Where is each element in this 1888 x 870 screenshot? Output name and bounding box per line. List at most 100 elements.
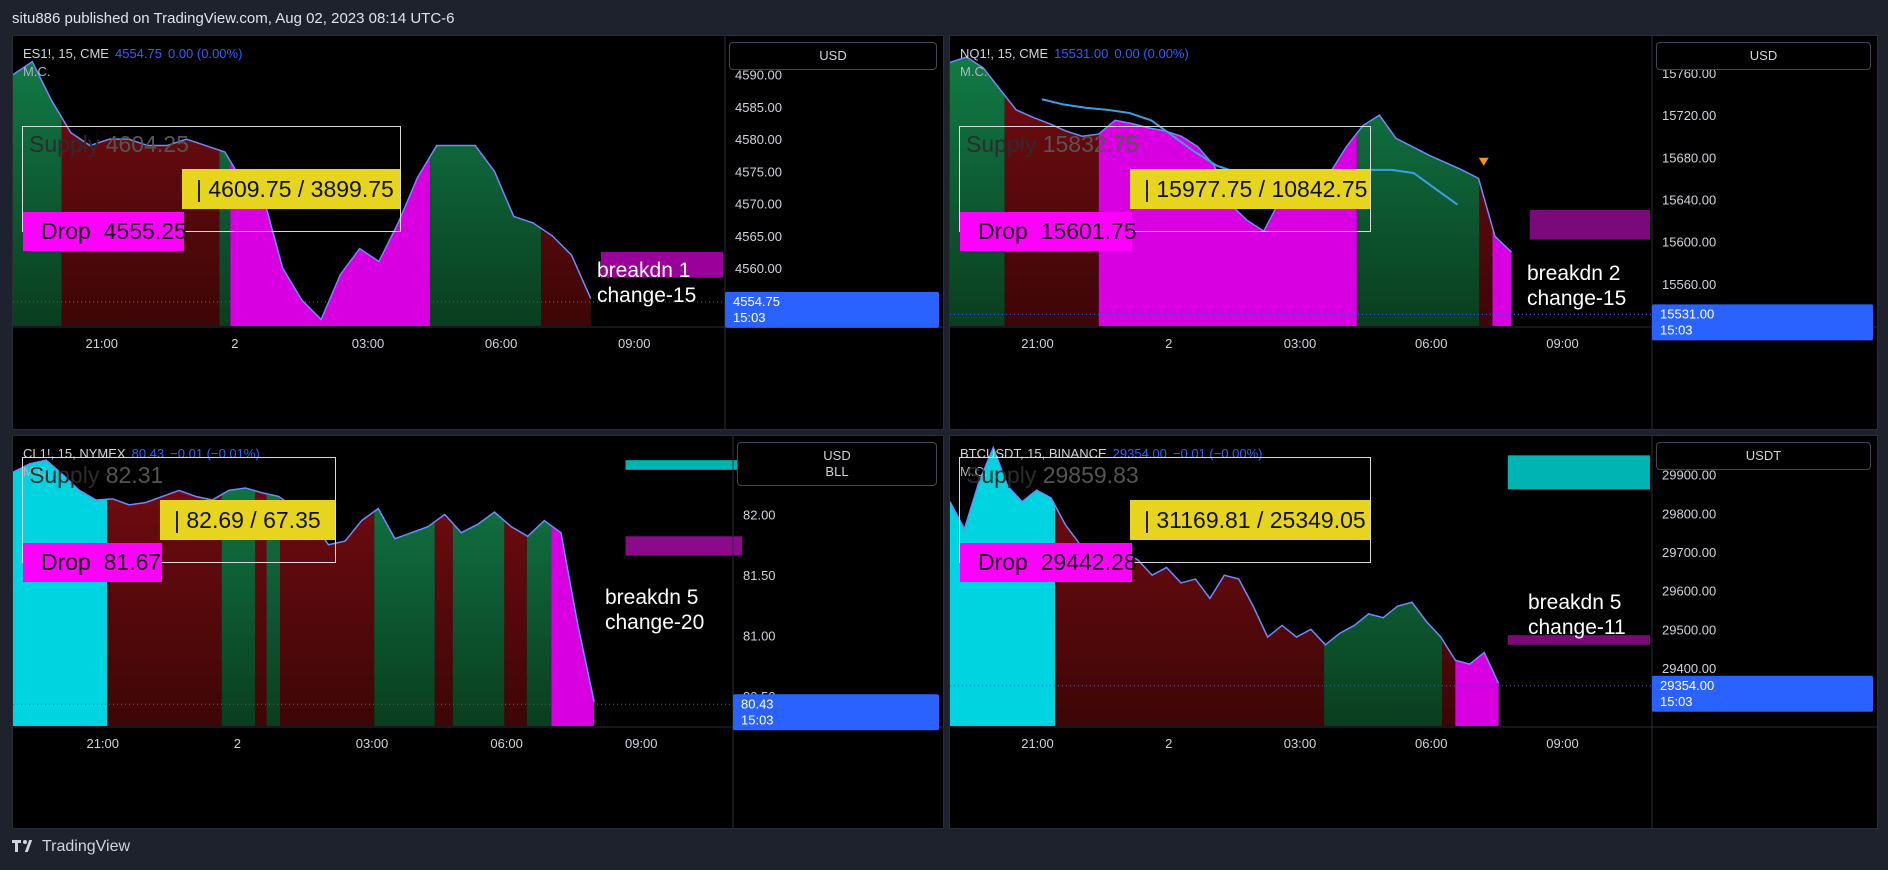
supply-label: Supply 15832.75 (966, 131, 1139, 157)
x-tick-label: 21:00 (1021, 336, 1054, 351)
area-segment-drop (1492, 57, 1512, 326)
publish-header: situ886 published on TradingView.com, Au… (12, 10, 455, 27)
supply-drop-box: Supply 4604.25 | 4609.75 / 3899.75 Drop 45… (22, 126, 401, 251)
y-tick-label: 4580.00 (735, 132, 782, 147)
area-segment-drop (1455, 447, 1499, 726)
area-segment-cyan (13, 460, 108, 726)
zone-rect (625, 536, 743, 556)
y-tick-label: 4560.00 (735, 261, 782, 276)
range-box: | 4609.75 / 3899.75 (182, 169, 400, 209)
x-tick-label: 06:00 (490, 736, 523, 751)
last-price-box (1652, 304, 1873, 341)
chart-panel-cl[interactable]: 82.0081.5081.0080.5021:00203:0006:0009:0… (12, 435, 944, 829)
last-price-box (725, 291, 939, 328)
y-tick-label: 29800.00 (1662, 506, 1716, 521)
y-tick-label: 29400.00 (1662, 661, 1716, 676)
x-tick-label: 06:00 (1415, 736, 1448, 751)
x-tick-label: 21:00 (86, 736, 119, 751)
y-tick-label: 15720.00 (1662, 108, 1716, 123)
x-tick-label: 09:00 (625, 736, 658, 751)
range-box: | 15977.75 / 10842.75 (1130, 169, 1370, 209)
y-tick-label: 81.00 (743, 628, 776, 643)
last-price-box (1652, 675, 1873, 712)
x-tick-label: 21:00 (1021, 736, 1054, 751)
area-segment-drop (551, 460, 595, 726)
x-tick-label: 2 (1165, 336, 1172, 351)
indicator-label[interactable]: M.C. (23, 64, 51, 79)
currency-button[interactable]: USDT (1656, 442, 1871, 470)
chart-svg[interactable]: 82.0081.5081.0080.5021:00203:0006:0009:0… (13, 436, 943, 828)
drop-box: Drop 4555.25 (23, 212, 187, 251)
area-segment-up (526, 460, 552, 726)
footer-brand-label: TradingView (42, 838, 131, 855)
x-tick-label: 03:00 (356, 736, 389, 751)
area-segment-down (255, 460, 267, 726)
zone-rect (1529, 210, 1650, 240)
area-segment-down (1442, 447, 1456, 726)
currency-button[interactable]: USD (1656, 42, 1871, 70)
supply-label: Supply 82.31 (29, 462, 164, 488)
drop-box: Drop 15601.75 (960, 212, 1137, 251)
last-price-label: 80.43 (741, 696, 774, 711)
x-tick-label: 06:00 (1415, 336, 1448, 351)
area-segment-up (13, 61, 62, 326)
last-price-label: 4554.75 (733, 294, 780, 309)
range-box: | 31169.81 / 25349.05 (1130, 500, 1370, 540)
chart-panel-btc[interactable]: 29900.00 29800.00 29700.00 29600.00 29500.00… (949, 435, 1878, 829)
y-tick-label: 4585.00 (735, 100, 782, 115)
currency-button[interactable]: USD (729, 42, 937, 70)
breakdown-annotation: breakdn 2 change-15 (1527, 262, 1627, 310)
x-tick-label: 21:00 (85, 336, 118, 351)
y-tick-label: 29500.00 (1662, 622, 1716, 637)
footer-brand[interactable]: TradingView (12, 838, 130, 856)
currency-button[interactable]: USD BLL (737, 442, 937, 486)
signal-triangle-icon (1478, 157, 1489, 166)
x-tick-label: 09:00 (1546, 736, 1579, 751)
tradingview-logo-icon (12, 840, 36, 854)
x-tick-label: 2 (1165, 736, 1172, 751)
chart-svg[interactable]: 29900.00 29800.00 29700.00 29600.00 29500.00… (950, 436, 1877, 828)
area-segment-down (1479, 57, 1493, 326)
indicator-label[interactable]: M.C. (960, 464, 988, 479)
chart-panel-es[interactable]: 4590.00 4585.00 4580.00 4575.00 4570.00 4565.… (12, 35, 944, 430)
drop-box: Drop 29442.28 (960, 543, 1137, 582)
supply-drop-box: Supply 15832.75 | 15977.75 / 10842.75 Drop… (959, 126, 1371, 251)
last-price-time: 15:03 (741, 712, 774, 727)
y-tick-label: 4575.00 (735, 164, 782, 179)
indicator-label[interactable]: M.C. (23, 464, 51, 479)
last-price-time: 15:03 (1660, 694, 1693, 709)
y-tick-label: 15640.00 (1662, 192, 1716, 207)
area-segment-up (430, 61, 542, 326)
y-tick-label: 15560.00 (1662, 277, 1716, 292)
breakdown-annotation: breakdn 5 change-20 (605, 586, 705, 634)
last-price-label: 29354.00 (1660, 678, 1714, 693)
y-tick-label: 29700.00 (1662, 545, 1716, 560)
chart-panel-nq[interactable]: 15760.00 15720.00 15680.00 15640.00 15600.00… (949, 35, 1878, 430)
x-tick-label: 06:00 (485, 336, 518, 351)
last-price-box (733, 694, 939, 731)
supply-drop-box: Supply 82.31 | 82.69 / 67.35 Drop 81.67 (22, 457, 336, 582)
y-tick-label: 81.50 (743, 568, 776, 583)
y-tick-label: 15600.00 (1662, 235, 1716, 250)
x-tick-label: 03:00 (352, 336, 385, 351)
last-price-time: 15:03 (1660, 322, 1693, 337)
supply-drop-box: Supply 29859.83 | 31169.81 / 25349.05 Drop… (959, 457, 1371, 582)
price-line (13, 60, 592, 321)
indicator-label[interactable]: M.C. (960, 64, 988, 79)
supply-label: Supply 4604.25 (29, 131, 189, 157)
zone-rect (1507, 455, 1650, 490)
x-tick-label: 09:00 (1546, 336, 1579, 351)
x-tick-label: 09:00 (618, 336, 651, 351)
area-segment-up (1356, 57, 1480, 326)
area-segment-down (541, 61, 591, 326)
y-tick-label: 29900.00 (1662, 468, 1716, 483)
y-tick-label: 4565.00 (735, 229, 782, 244)
drop-box: Drop 81.67 (23, 543, 162, 582)
area-segment-down (434, 460, 453, 726)
last-price-time: 15:03 (733, 310, 766, 325)
zone-rect (1507, 635, 1650, 645)
y-tick-label: 82.00 (743, 508, 776, 523)
last-price-label: 15531.00 (1660, 306, 1714, 321)
chart-svg[interactable]: 15760.0015720.0015680.0015640.0015600.00… (950, 36, 1877, 429)
x-tick-label: 03:00 (1284, 336, 1317, 351)
